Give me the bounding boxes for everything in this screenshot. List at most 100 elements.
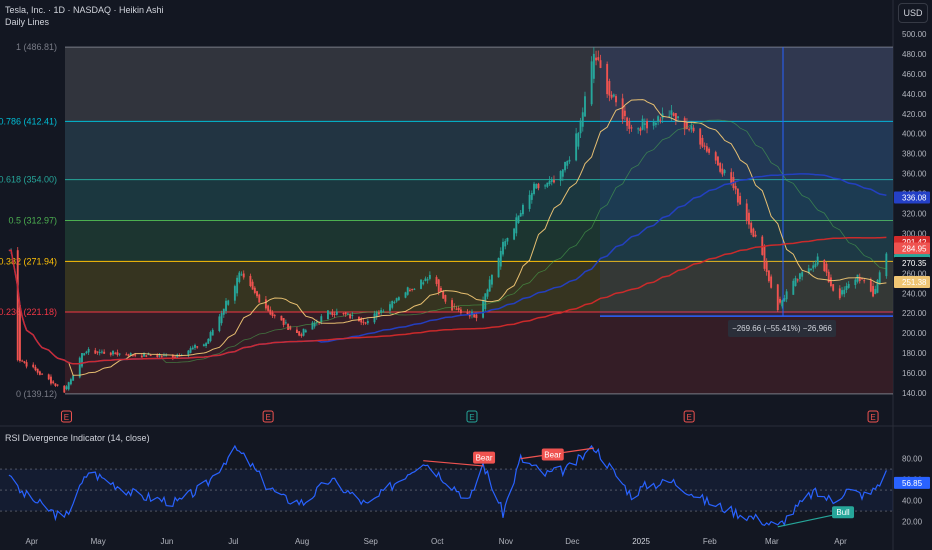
candle-body bbox=[561, 169, 564, 177]
candle-body bbox=[564, 162, 566, 171]
candle-body bbox=[535, 183, 538, 189]
candle-body bbox=[284, 322, 287, 324]
candle-body bbox=[47, 374, 50, 380]
candle-body bbox=[36, 368, 39, 373]
measurement-label: −269.66 (−55.41%) −26,966 bbox=[728, 320, 836, 337]
candle-body bbox=[783, 298, 786, 302]
candle-body bbox=[608, 81, 611, 96]
candle-body bbox=[823, 260, 826, 271]
candle-body bbox=[677, 116, 680, 118]
candle-body bbox=[271, 312, 274, 316]
candle-body bbox=[329, 312, 332, 314]
time-tick: May bbox=[91, 537, 106, 546]
candle-body bbox=[615, 96, 617, 103]
candle-body bbox=[287, 323, 290, 330]
candle-body bbox=[311, 322, 314, 330]
candle-body bbox=[595, 57, 598, 61]
candle-body bbox=[360, 317, 363, 323]
candle-body bbox=[721, 168, 724, 175]
candle-body bbox=[238, 272, 241, 282]
earnings-marker-label: E bbox=[265, 413, 270, 422]
price-tag-label: 336.08 bbox=[902, 193, 927, 202]
candle-body bbox=[444, 295, 447, 302]
candle-body bbox=[103, 351, 106, 354]
candle-body bbox=[134, 354, 137, 356]
candle-body bbox=[641, 118, 644, 130]
price-tag-label: 284.95 bbox=[902, 244, 927, 253]
divergence-label-bg bbox=[832, 506, 855, 519]
fib-label: 0.5 (312.97) bbox=[8, 216, 57, 226]
candle-body bbox=[847, 283, 850, 288]
time-tick: Jun bbox=[160, 537, 173, 546]
candle-body bbox=[854, 279, 857, 285]
candle-body bbox=[592, 53, 595, 79]
candle-body bbox=[856, 274, 859, 282]
candle-body bbox=[643, 123, 646, 125]
candle-body bbox=[176, 354, 179, 358]
ma-line-20 bbox=[8, 99, 887, 376]
candle-body bbox=[606, 63, 609, 95]
candle-body bbox=[701, 137, 704, 147]
candle-body bbox=[610, 94, 613, 98]
divergence-label: Bull bbox=[836, 508, 850, 517]
ma-line-200 bbox=[8, 236, 887, 365]
candle-body bbox=[125, 354, 128, 356]
candle-body bbox=[794, 278, 797, 287]
candle-body bbox=[623, 110, 626, 117]
candle-body bbox=[628, 120, 631, 129]
price-tick: 180.00 bbox=[902, 349, 927, 358]
earnings-marker bbox=[60, 410, 72, 423]
candle-body bbox=[63, 385, 66, 393]
time-tick: Nov bbox=[499, 537, 513, 546]
candle-body bbox=[825, 263, 828, 273]
candle-body bbox=[422, 282, 425, 285]
candle-body bbox=[391, 300, 394, 308]
price-tag bbox=[894, 242, 930, 255]
price-tick: 320.00 bbox=[902, 210, 927, 219]
candle-body bbox=[178, 355, 181, 357]
chart-subtitle: Daily Lines bbox=[5, 17, 50, 27]
candle-body bbox=[406, 287, 409, 295]
candle-body bbox=[220, 313, 223, 324]
candle-body bbox=[672, 113, 675, 116]
candle-body bbox=[872, 286, 875, 297]
candle-body bbox=[548, 181, 551, 185]
candle-body bbox=[81, 353, 83, 367]
candle-body bbox=[346, 313, 349, 315]
candle-body bbox=[533, 183, 535, 194]
candle-body bbox=[362, 321, 365, 323]
candle-body bbox=[211, 329, 214, 336]
candle-body bbox=[267, 305, 270, 311]
divergence-line bbox=[423, 460, 484, 467]
candle-body bbox=[499, 250, 502, 267]
earnings-marker bbox=[867, 410, 879, 423]
time-tick: Aug bbox=[295, 537, 309, 546]
candle-body bbox=[67, 382, 70, 390]
candle-body bbox=[50, 376, 52, 384]
rsi-tick: 40.00 bbox=[902, 497, 923, 506]
candle-body bbox=[683, 118, 686, 130]
candle-body bbox=[708, 148, 711, 153]
candle-body bbox=[537, 183, 540, 189]
candle-body bbox=[218, 316, 221, 331]
time-tick: Apr bbox=[26, 537, 39, 546]
candle-body bbox=[194, 344, 196, 348]
candle-body bbox=[785, 291, 788, 300]
earnings-marker bbox=[466, 410, 478, 423]
time-tick: Sep bbox=[364, 537, 379, 546]
candle-body bbox=[692, 127, 695, 132]
candle-body bbox=[752, 228, 755, 237]
price-tick: 260.00 bbox=[902, 269, 927, 278]
currency-button[interactable]: USD bbox=[898, 3, 928, 23]
earnings-marker bbox=[683, 410, 695, 423]
price-tick: 140.00 bbox=[902, 389, 927, 398]
candle-body bbox=[41, 373, 44, 375]
candle-body bbox=[599, 60, 602, 68]
candle-body bbox=[54, 383, 57, 386]
candle-body bbox=[579, 120, 582, 134]
divergence-line bbox=[777, 512, 843, 528]
candle-body bbox=[566, 160, 569, 166]
candle-body bbox=[424, 278, 427, 282]
candle-body bbox=[52, 381, 55, 384]
